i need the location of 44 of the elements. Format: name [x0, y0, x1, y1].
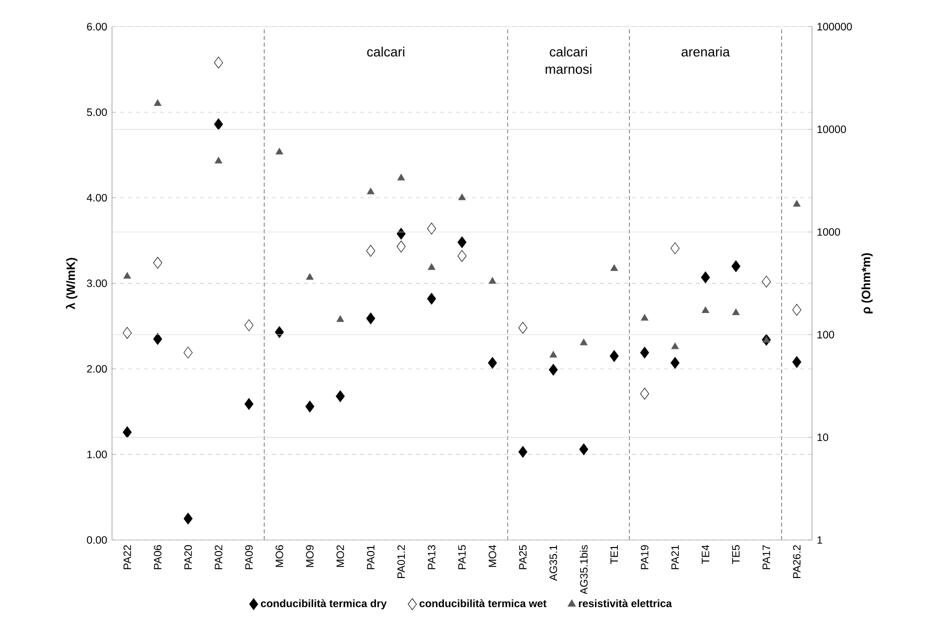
- y2-tick-label: 1: [818, 536, 822, 544]
- x-tick-label: PA19: [640, 545, 648, 570]
- legend-label: conducibilità termica dry: [260, 599, 387, 610]
- x-tick-label: PA01: [366, 545, 374, 570]
- x-tick-label: AG35.1bis: [580, 545, 588, 595]
- y-tick-label: 4.00: [86, 194, 107, 202]
- x-tick-label: PA25: [519, 545, 527, 570]
- annotation: arenaria: [682, 46, 730, 57]
- x-tick-label: MO4: [488, 545, 496, 568]
- legend-label: resistività elettrica: [578, 599, 672, 608]
- x-tick-label: PA20: [184, 545, 192, 570]
- x-tick-label: PA15: [458, 545, 466, 570]
- annotation: calcari marnosi: [546, 46, 592, 74]
- x-tick-label: PA17: [762, 545, 770, 570]
- legend-label: conducibilità termica wet: [420, 599, 546, 608]
- x-tick-label: PA21: [671, 545, 679, 570]
- x-tick-label: PA09: [245, 545, 253, 570]
- x-tick-label: TE5: [732, 545, 740, 564]
- x-tick-label: PA06: [154, 545, 162, 570]
- y2-tick-label: 10: [818, 434, 828, 442]
- y2-tick-label: 10000: [818, 126, 846, 134]
- y2-axis-title: ρ (Ohm*m): [861, 253, 873, 314]
- x-tick-label: MO6: [276, 545, 284, 568]
- x-tick-label: PA22: [124, 545, 131, 570]
- x-tick-label: PA13: [428, 545, 436, 570]
- x-tick-label: PA02: [214, 545, 222, 570]
- x-tick-label: PA26.2: [793, 545, 801, 578]
- y-tick-label: 2.00: [87, 365, 107, 373]
- y-axis-title: λ (W/mK): [66, 258, 78, 310]
- y-tick-label: 1.00: [87, 450, 107, 458]
- y2-tick-label: 1000: [818, 228, 840, 236]
- y2-tick-label: 100: [818, 331, 834, 339]
- x-tick-label: PA01.2: [397, 545, 405, 578]
- x-tick-label: MO2: [336, 545, 344, 568]
- x-tick-label: TE4: [702, 545, 710, 564]
- x-tick-label: AG35.1: [550, 545, 558, 582]
- y-tick-label: 0.00: [86, 536, 107, 544]
- y2-tick-label: 100000: [818, 23, 852, 31]
- y-tick-label: 5.00: [86, 108, 107, 116]
- x-tick-label: TE1: [610, 545, 618, 564]
- annotation: calcari: [367, 46, 404, 57]
- x-tick-label: MO9: [306, 545, 314, 568]
- y-tick-label: 6.00: [87, 23, 107, 31]
- y-tick-label: 3.00: [86, 280, 107, 288]
